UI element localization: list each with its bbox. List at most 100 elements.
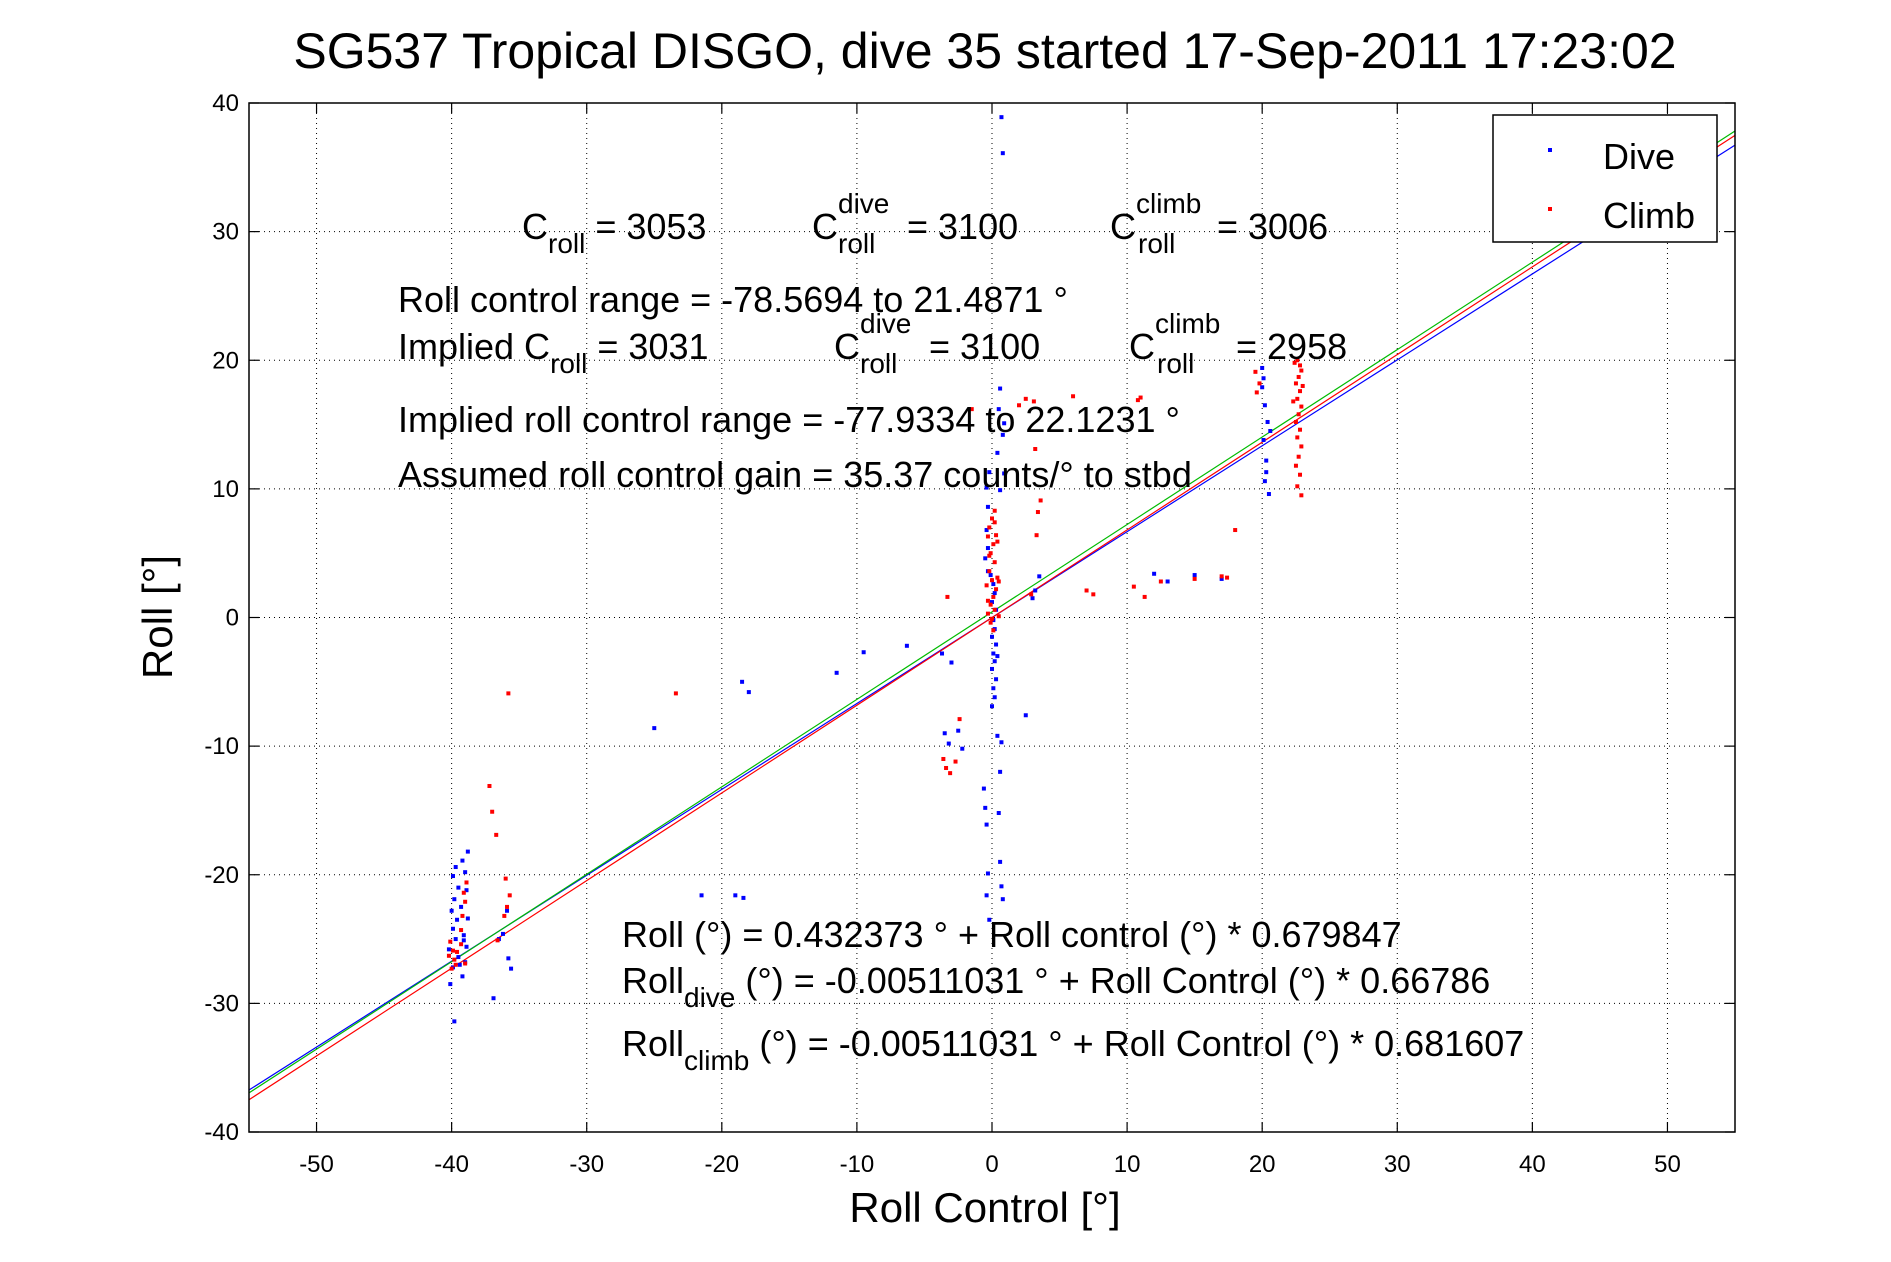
data-point xyxy=(1031,399,1036,404)
data-point xyxy=(506,956,511,961)
data-point xyxy=(987,525,992,530)
data-point xyxy=(1260,365,1265,370)
data-point xyxy=(991,542,996,547)
data-point xyxy=(983,805,988,810)
data-point xyxy=(944,765,949,770)
data-point xyxy=(1253,369,1258,374)
data-point xyxy=(987,917,992,922)
data-point xyxy=(1293,463,1298,468)
roll-dive-subscript: dive xyxy=(684,982,735,1013)
data-point xyxy=(941,756,946,761)
implied-c-dive-value: = 3100 xyxy=(929,326,1040,367)
data-point xyxy=(992,508,997,513)
assumed-gain: Assumed roll control gain = 35.37 counts… xyxy=(398,454,1192,495)
implied-c-climb-annotation: Cclimb xyxy=(1129,308,1220,367)
data-point xyxy=(990,516,994,521)
data-point xyxy=(461,938,466,943)
data-point xyxy=(1261,437,1266,442)
fit-line xyxy=(248,130,1736,1094)
data-point xyxy=(1152,571,1157,576)
data-point xyxy=(1295,396,1300,401)
data-point xyxy=(1262,403,1267,408)
data-point xyxy=(1296,454,1301,459)
data-point xyxy=(494,832,499,837)
c-roll-subscript: roll xyxy=(548,228,585,259)
data-point xyxy=(509,966,514,971)
data-point xyxy=(985,504,990,509)
data-point xyxy=(995,654,1000,659)
data-point xyxy=(999,884,1004,889)
x-axis-label: Roll Control [°] xyxy=(849,1184,1120,1231)
data-point xyxy=(985,611,990,616)
data-point xyxy=(463,961,468,966)
data-point xyxy=(453,937,458,942)
data-point xyxy=(1260,385,1265,390)
y-tick-label: -10 xyxy=(204,733,239,760)
data-point xyxy=(460,913,465,918)
data-point xyxy=(960,746,965,751)
data-point xyxy=(1295,484,1300,489)
data-point xyxy=(495,938,500,943)
x-tick-label: -30 xyxy=(569,1151,604,1178)
data-point xyxy=(456,955,461,960)
x-tick-label: -10 xyxy=(840,1151,875,1178)
data-point xyxy=(746,690,751,695)
c-climb-subscript: roll xyxy=(1138,228,1175,259)
data-point xyxy=(1299,368,1304,373)
data-point xyxy=(1219,576,1224,581)
data-points xyxy=(446,115,1305,1024)
data-point xyxy=(990,616,994,621)
data-point xyxy=(1002,471,1007,476)
data-point xyxy=(1023,396,1028,401)
data-point xyxy=(1299,493,1304,498)
x-tick-label: -50 xyxy=(299,1151,334,1178)
data-point xyxy=(990,666,994,671)
data-point xyxy=(985,598,990,603)
c-roll-value: = 3053 xyxy=(595,206,706,247)
data-point xyxy=(1192,576,1197,581)
roll-dive-word: Roll xyxy=(622,960,684,1001)
data-point xyxy=(956,728,961,733)
legend: Dive Climb xyxy=(1492,114,1718,243)
data-point xyxy=(946,741,951,746)
data-point xyxy=(991,594,996,599)
data-point xyxy=(985,546,990,551)
data-point xyxy=(1300,383,1305,388)
implied-c-roll-subscript: roll xyxy=(550,348,587,379)
data-point xyxy=(998,859,1003,864)
c-dive-superscript: dive xyxy=(838,188,889,219)
roll-climb-subscript: climb xyxy=(684,1045,749,1076)
data-point xyxy=(459,928,464,933)
c-roll-annotation: Croll = 3053 xyxy=(522,206,706,259)
data-point xyxy=(994,533,999,538)
data-point xyxy=(464,888,469,893)
data-point xyxy=(699,893,704,898)
data-point xyxy=(741,895,746,900)
c-roll-climb-value: = 3006 xyxy=(1217,206,1328,247)
y-tick-label: -20 xyxy=(204,862,239,889)
axis-ticks: -50 -40 -30 -20 -10 0 10 20 30 40 50 -40 -30 -20 -10 0 1… xyxy=(204,90,1735,1178)
data-point xyxy=(996,614,1001,619)
data-point xyxy=(1265,419,1270,424)
data-point xyxy=(1298,389,1303,394)
data-point xyxy=(506,691,511,696)
data-point xyxy=(861,650,866,655)
implied-c-letter: Implied C xyxy=(398,326,550,367)
x-tick-label: 20 xyxy=(1249,1151,1276,1178)
data-point xyxy=(1264,458,1269,463)
data-point xyxy=(450,948,455,953)
annotations: Croll = 3053 Cdive roll = 3100 Cclimb rol… xyxy=(398,188,1524,1076)
implied-c-climb-superscript: climb xyxy=(1155,308,1220,339)
data-point xyxy=(505,904,510,909)
data-point xyxy=(449,908,454,913)
data-point xyxy=(652,726,657,731)
data-point xyxy=(992,591,997,596)
data-point xyxy=(1298,427,1303,432)
y-tick-label: 10 xyxy=(212,476,239,503)
data-point xyxy=(1131,584,1136,589)
data-point xyxy=(984,583,989,588)
legend-marker-climb xyxy=(1548,207,1552,211)
x-tick-label: 50 xyxy=(1654,1151,1681,1178)
data-point xyxy=(448,982,453,987)
